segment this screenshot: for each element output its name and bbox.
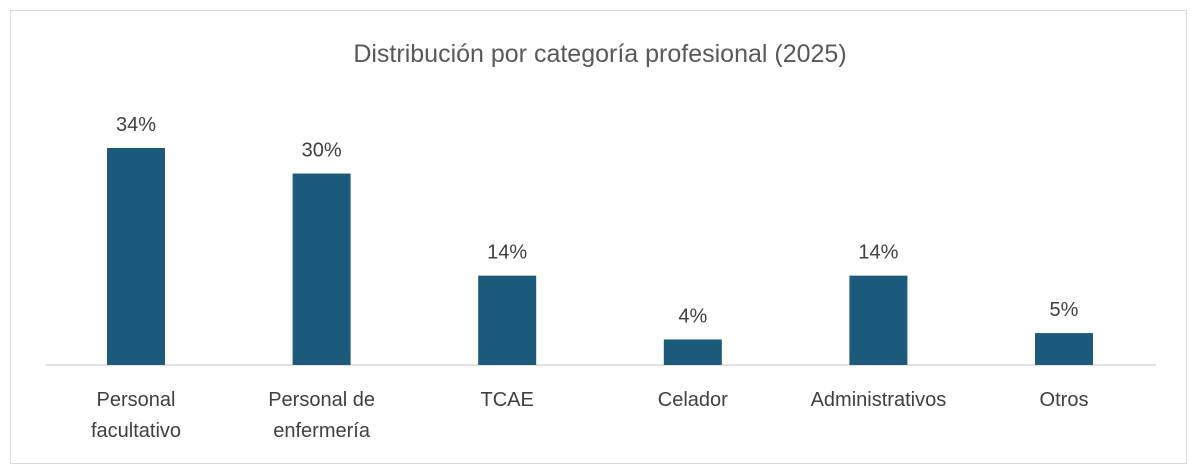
data-label: 14%	[487, 242, 527, 264]
bar	[663, 339, 722, 365]
category-label: Otros	[1040, 389, 1089, 411]
category-label: Personal facultativo	[91, 389, 181, 442]
data-label: 34%	[116, 114, 156, 136]
chart-frame	[10, 10, 1187, 464]
bar	[107, 148, 165, 365]
data-label: 5%	[1050, 299, 1079, 321]
category-label: Celador	[658, 389, 728, 411]
bar	[849, 275, 908, 365]
category-label: Administrativos	[811, 389, 947, 411]
category-label: TCAE	[481, 389, 534, 411]
data-label: 30%	[302, 140, 342, 162]
chart-title: Distribución por categoría profesional (…	[353, 40, 846, 68]
data-label: 4%	[678, 305, 707, 327]
bar	[478, 275, 537, 365]
category-label: Personal de enfermería	[268, 389, 375, 442]
bar	[292, 173, 351, 365]
data-label: 14%	[858, 242, 898, 264]
bar	[1035, 333, 1093, 365]
